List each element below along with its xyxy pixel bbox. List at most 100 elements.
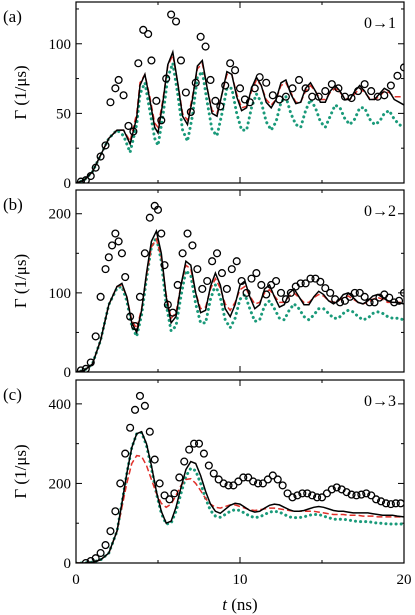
- data-point: [296, 279, 305, 288]
- data-point: [275, 95, 284, 104]
- data-point: [224, 481, 233, 490]
- data-point: [201, 42, 210, 51]
- panel-1: 0 100 200 (b) 0→2 Γ (1/μs): [3, 189, 405, 381]
- data-point: [168, 308, 177, 317]
- data-point: [237, 276, 246, 286]
- data-point: [160, 491, 169, 500]
- x-tick-label: 20: [397, 572, 412, 588]
- data-point: [209, 469, 218, 478]
- y-tick-label: 200: [49, 476, 72, 492]
- data-point: [380, 290, 389, 299]
- data-point: [104, 253, 113, 262]
- data-point: [203, 276, 212, 286]
- data-point: [244, 473, 253, 482]
- data-point: [360, 80, 369, 89]
- data-point: [178, 249, 187, 258]
- x-tick-label: 10: [233, 572, 248, 588]
- data-point: [235, 84, 245, 93]
- data-point: [255, 73, 264, 82]
- panel-0: 0 50 100 (a) 0→1 Γ (1/μs): [3, 1, 405, 192]
- data-point: [111, 507, 120, 516]
- data-point: [86, 358, 95, 367]
- data-point: [250, 84, 259, 93]
- data-point: [185, 445, 194, 454]
- data-point: [196, 32, 205, 41]
- x-tick-label: 0: [72, 572, 80, 588]
- data-point: [124, 121, 133, 130]
- data-point: [91, 554, 100, 563]
- data-point: [327, 485, 336, 494]
- data-point: [391, 499, 400, 508]
- data-point: [245, 98, 254, 107]
- data-point: [242, 288, 251, 297]
- data-point: [126, 312, 135, 321]
- data-point: [191, 78, 200, 87]
- data-point: [340, 296, 350, 305]
- data-point: [81, 176, 90, 183]
- data-point: [367, 491, 376, 500]
- x-axis-title: t (ns): [222, 595, 257, 614]
- data-point: [130, 322, 140, 331]
- data-point: [135, 292, 145, 301]
- data-point: [314, 92, 323, 101]
- data-point: [253, 479, 263, 488]
- data-point: [332, 483, 341, 492]
- data-point: [395, 296, 404, 305]
- data-point: [326, 288, 335, 297]
- data-point: [239, 473, 248, 482]
- data-point: [386, 81, 395, 90]
- plot-area: [76, 10, 404, 183]
- data-point: [316, 277, 325, 286]
- data-point: [140, 401, 149, 410]
- data-point: [206, 75, 215, 85]
- transition-label: 0→3: [364, 393, 396, 410]
- data-point: [234, 477, 243, 486]
- series-line-dashed: [76, 454, 404, 563]
- data-point: [381, 499, 391, 508]
- data-point: [386, 500, 395, 509]
- data-point: [183, 229, 192, 238]
- data-point: [252, 269, 261, 278]
- data-point: [81, 364, 90, 372]
- data-point: [268, 91, 277, 100]
- data-point: [212, 249, 222, 258]
- data-point: [76, 177, 85, 183]
- data-point: [188, 241, 197, 250]
- y-tick-label: 100: [49, 286, 72, 302]
- data-point: [157, 116, 166, 125]
- data-point: [150, 455, 159, 464]
- data-point: [345, 292, 354, 301]
- panel-label: (b): [3, 195, 23, 214]
- data-point: [308, 491, 317, 500]
- data-point: [393, 71, 402, 80]
- data-point: [144, 29, 153, 39]
- data-point: [268, 471, 277, 480]
- data-point: [116, 479, 125, 488]
- data-point: [219, 479, 228, 488]
- data-point: [396, 499, 404, 508]
- data-point: [335, 298, 345, 307]
- series-line-dotted: [76, 430, 404, 563]
- data-point: [111, 229, 120, 238]
- data-point: [365, 298, 374, 307]
- data-point: [96, 549, 105, 558]
- data-point: [91, 163, 100, 172]
- data-point: [229, 481, 238, 490]
- data-point: [204, 461, 213, 470]
- panel-label: (a): [3, 7, 22, 26]
- data-point: [211, 96, 220, 105]
- data-point: [114, 237, 123, 246]
- data-point: [313, 493, 322, 502]
- data-point: [222, 284, 231, 293]
- y-tick-label: 0: [64, 365, 72, 381]
- data-point: [198, 284, 207, 293]
- data-point: [249, 477, 258, 486]
- data-point: [140, 249, 149, 258]
- data-point: [165, 495, 174, 504]
- data-point: [111, 84, 120, 93]
- y-tick-label: 400: [49, 397, 72, 413]
- data-point: [171, 17, 181, 26]
- x-axis-title-variable: t: [222, 595, 228, 614]
- data-point: [331, 295, 340, 304]
- plot-frame: [75, 189, 405, 373]
